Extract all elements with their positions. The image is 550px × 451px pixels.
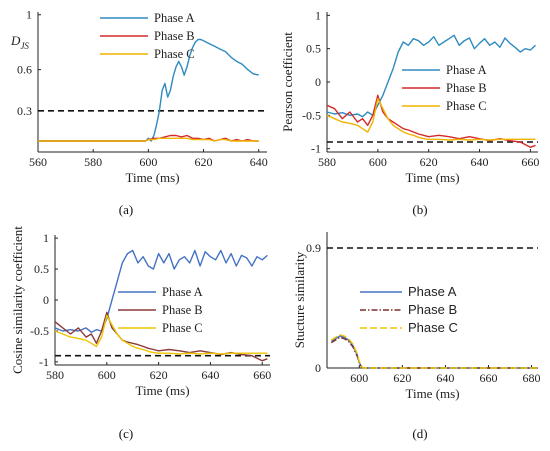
legend-label: Phase A: [154, 11, 195, 25]
x-tick-label: 660: [479, 371, 497, 385]
legend: Phase A Phase B Phase C: [360, 284, 458, 335]
y-axis-label-subscript: JS: [20, 41, 29, 51]
y-tick-label: -1: [39, 355, 49, 369]
x-tick-label: 580: [84, 155, 102, 169]
series-line-phase-c: [54, 314, 268, 355]
x-axis-label: Time (ms): [405, 170, 459, 185]
legend-label: Phase A: [408, 284, 457, 299]
y-tick-label: -0.5: [302, 108, 321, 122]
x-tick-label: 600: [139, 155, 157, 169]
legend-label: Phase A: [446, 63, 487, 77]
y-tick-label: 1: [26, 8, 32, 22]
x-tick-label: 640: [471, 155, 489, 169]
x-tick-label: 660: [521, 155, 539, 169]
y-tick-label: 0: [315, 361, 321, 375]
legend-label: Phase B: [162, 303, 203, 317]
panel-label: (a): [119, 202, 133, 217]
y-axis-label-main: D: [10, 33, 21, 48]
y-tick-label: 0.9: [306, 241, 321, 255]
series-line-phase-c: [330, 334, 538, 369]
y-tick-label: 1: [315, 8, 321, 22]
x-tick-label: 640: [250, 155, 268, 169]
y-tick-label: 1: [43, 231, 49, 245]
legend: Phase A Phase B Phase C: [402, 63, 487, 113]
panel-label: (b): [412, 202, 427, 217]
panel-d: 600 620 640 660 680 0 0.9 Phase A Phase B Phase C…: [292, 232, 541, 441]
x-axis-label: Time (ms): [125, 170, 179, 185]
legend-label: Phase C: [162, 321, 203, 335]
x-tick-label: 600: [369, 155, 387, 169]
x-tick-label: 620: [420, 155, 438, 169]
x-tick-label: 640: [201, 368, 219, 382]
series-line-phase-a: [330, 335, 538, 369]
panel-c: 580 600 620 640 660 -1 -0.5 0 0.5 1 Phase A Phase B…: [10, 226, 271, 441]
legend-label: Phase C: [408, 320, 458, 335]
x-axis-label: Time (ms): [405, 386, 459, 401]
series-line-phase-c: [38, 137, 259, 142]
legend-label: Phase B: [408, 302, 457, 317]
x-tick-label: 560: [29, 155, 47, 169]
series-line-phase-a: [326, 34, 536, 118]
series-line-phase-a: [38, 38, 259, 142]
x-tick-label: 640: [436, 371, 454, 385]
y-axis-label: Cosine similarity coefficient: [10, 226, 25, 374]
y-axis-label: DJS: [10, 33, 29, 51]
legend-label: Phase C: [154, 47, 195, 61]
series-line-phase-c: [326, 97, 536, 141]
y-tick-label: 0.5: [34, 262, 49, 276]
series-line-phase-b: [330, 336, 538, 369]
panel-b: 580 600 620 640 660 -1 -0.5 0 0.5 1 Phase A Phase B…: [280, 8, 539, 217]
panel-label: (d): [412, 426, 427, 441]
legend: Phase A Phase B Phase C: [118, 285, 203, 335]
x-tick-label: 580: [46, 368, 64, 382]
panel-label: (c): [119, 426, 133, 441]
x-tick-label: 580: [318, 155, 336, 169]
legend-label: Phase B: [446, 81, 487, 95]
y-tick-label: 0: [43, 293, 49, 307]
y-tick-label: 0.3: [17, 104, 32, 118]
x-tick-label: 620: [195, 155, 213, 169]
x-tick-label: 620: [393, 371, 411, 385]
x-tick-label: 600: [350, 371, 368, 385]
y-tick-label: -0.5: [30, 324, 49, 338]
y-axis-label: Pearson coefficient: [280, 32, 295, 132]
x-tick-label: 600: [98, 368, 116, 382]
legend-label: Phase A: [162, 285, 203, 299]
legend-label: Phase C: [446, 99, 487, 113]
x-tick-label: 680: [523, 371, 541, 385]
series-line-phase-a: [54, 249, 268, 333]
x-axis-label: Time (ms): [135, 383, 189, 398]
y-tick-label: 0.5: [306, 42, 321, 56]
y-tick-label: 0: [315, 75, 321, 89]
x-tick-label: 660: [253, 368, 271, 382]
x-tick-label: 620: [150, 368, 168, 382]
y-tick-label: 0.6: [17, 63, 32, 77]
y-tick-label: -1: [311, 142, 321, 156]
y-axis-label: Stucture similarity: [292, 251, 307, 348]
legend: Phase A Phase B Phase C: [100, 11, 195, 61]
legend-label: Phase B: [154, 29, 195, 43]
